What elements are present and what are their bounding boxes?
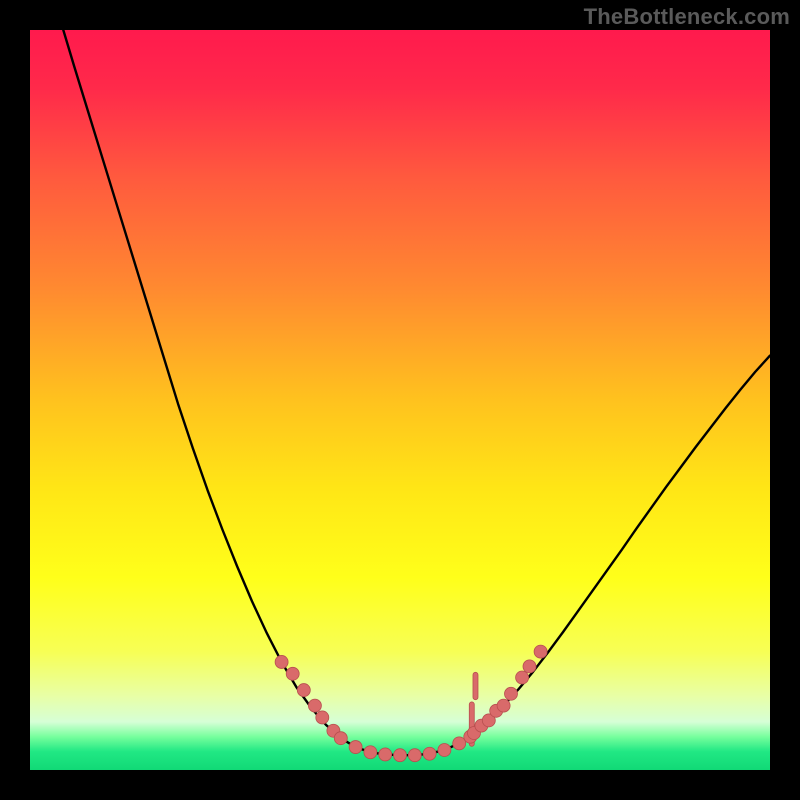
marker-dot	[408, 749, 421, 762]
gradient-background	[30, 30, 770, 770]
marker-dot	[334, 732, 347, 745]
marker-dot	[394, 749, 407, 762]
marker-dot	[423, 747, 436, 760]
plot-svg	[30, 30, 770, 770]
chart-outer-frame: TheBottleneck.com	[0, 0, 800, 800]
marker-dot	[438, 744, 451, 757]
marker-dot	[516, 671, 529, 684]
marker-dot	[316, 711, 329, 724]
marker-dot	[534, 645, 547, 658]
marker-dot	[505, 687, 518, 700]
marker-dot	[297, 684, 310, 697]
marker-dot	[379, 748, 392, 761]
marker-dot	[364, 746, 377, 759]
marker-dot	[523, 660, 536, 673]
watermark-text: TheBottleneck.com	[584, 4, 790, 30]
plot-area	[30, 30, 770, 770]
marker-dot	[497, 699, 510, 712]
marker-dot	[349, 741, 362, 754]
marker-dot	[275, 655, 288, 668]
marker-dot	[286, 667, 299, 680]
cluster-segment	[473, 672, 478, 699]
marker-dot	[308, 699, 321, 712]
